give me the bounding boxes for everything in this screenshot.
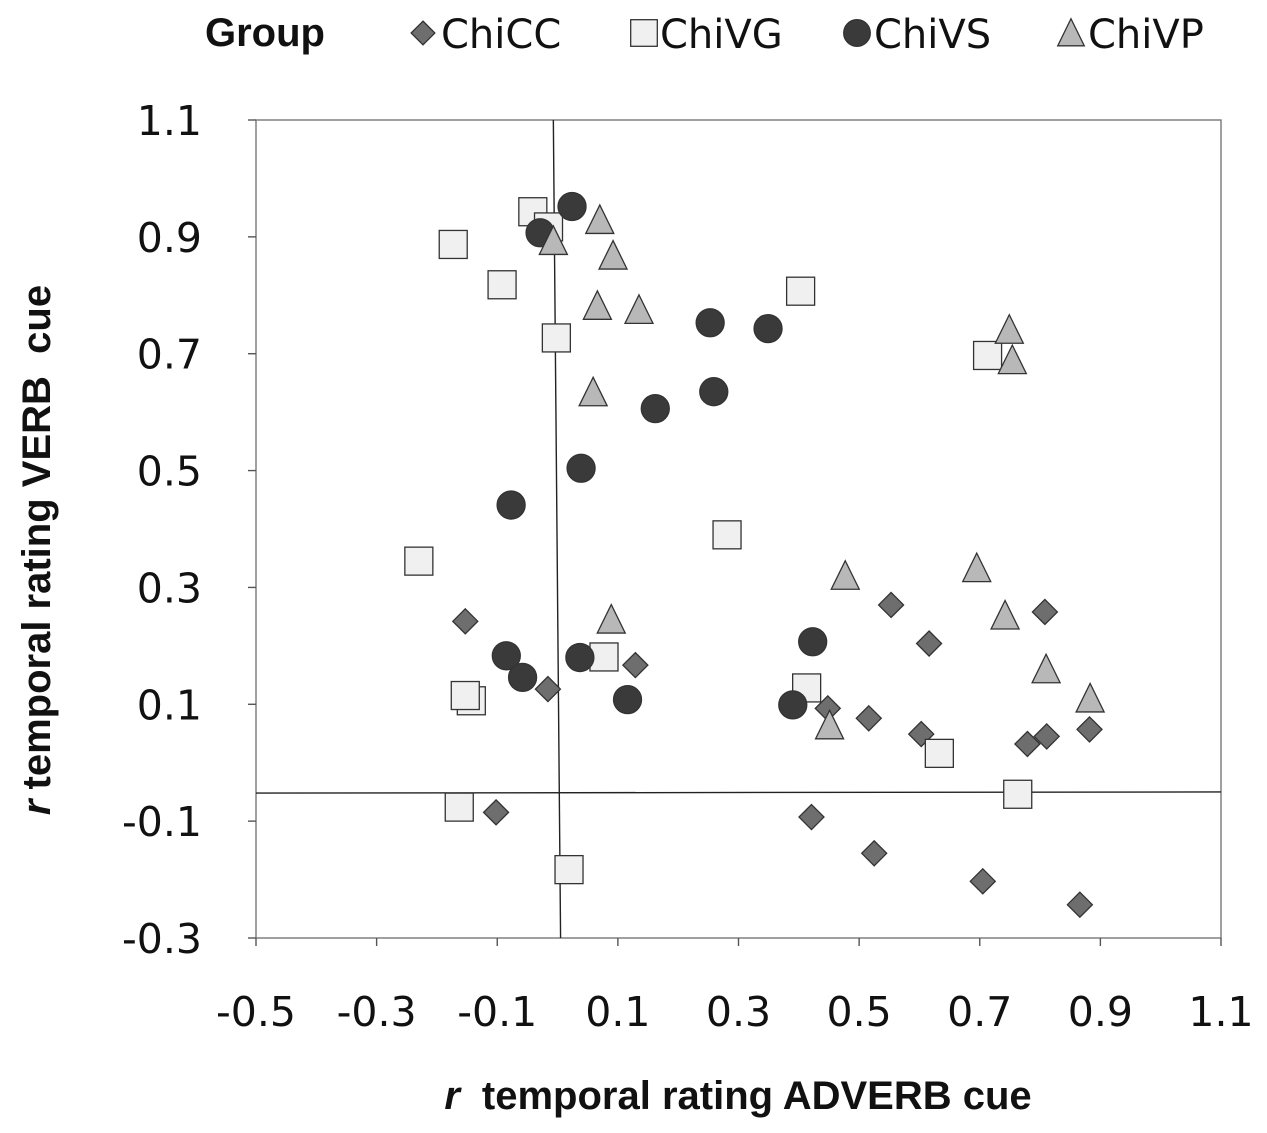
- point-chivg: [487, 270, 517, 300]
- point-chivg: [450, 680, 480, 711]
- point-chicc: [877, 591, 905, 619]
- y-tick-label: 0.5: [137, 448, 202, 496]
- legend-marker-chivp: [1056, 17, 1086, 47]
- y-axis: 1.1 0.9 0.7 0.5 0.3 0.1 -0.1 -0.3: [122, 97, 256, 963]
- point-chivg: [972, 340, 1003, 371]
- point-chivp: [1031, 652, 1062, 684]
- point-chicc: [1076, 715, 1103, 743]
- point-chivg: [712, 520, 742, 550]
- point-chicc: [621, 651, 649, 679]
- point-chivs: [496, 490, 526, 520]
- point-chivs: [699, 377, 729, 407]
- point-chivg: [541, 323, 572, 353]
- point-chivp: [1075, 681, 1106, 713]
- point-chivp: [994, 313, 1025, 344]
- x-tick-label: 0.9: [1068, 988, 1133, 1036]
- legend-title: Group: [205, 11, 325, 55]
- x-tick-label: 0.5: [827, 988, 892, 1036]
- x-tick-label: 0.3: [706, 988, 771, 1036]
- point-chicc: [1066, 891, 1094, 919]
- point-chivp: [538, 224, 569, 256]
- point-chivg: [554, 854, 584, 885]
- point-chivp: [578, 375, 609, 407]
- x-tick-label: -0.3: [337, 988, 417, 1036]
- point-chivg: [1003, 779, 1033, 809]
- y-tick-label: 0.3: [137, 564, 202, 612]
- point-chicc: [855, 704, 883, 732]
- x-tick-label: 1.1: [1188, 988, 1253, 1036]
- x-axis-title-italic: r: [444, 1074, 462, 1118]
- point-chicc: [1033, 723, 1061, 750]
- vertical-reference-line: [552, 119, 562, 939]
- x-tick-label: 0.1: [585, 988, 650, 1036]
- y-axis-title: r temporal rating VERB cue: [15, 285, 59, 815]
- point-chicc: [860, 839, 888, 867]
- point-chivs: [491, 641, 521, 671]
- legend-label-chivp: ChiVP: [1088, 12, 1204, 58]
- point-chicc: [798, 803, 825, 831]
- point-chicc: [534, 675, 562, 703]
- legend-label-chivs: ChiVS: [874, 12, 991, 58]
- point-chivg: [404, 546, 434, 576]
- point-chivg: [785, 276, 816, 306]
- y-tick-label: 0.1: [137, 681, 202, 729]
- point-chivs: [507, 662, 538, 693]
- point-chivp: [814, 708, 845, 740]
- point-chivs: [557, 191, 587, 222]
- y-axis-title-italic: r: [15, 797, 59, 815]
- point-chivg: [438, 229, 468, 260]
- legend-items: ChiCC ChiVG ChiVS ChiVP: [410, 12, 1204, 58]
- point-chivs: [778, 690, 808, 720]
- point-chivp: [961, 551, 992, 583]
- point-chivg: [589, 642, 619, 672]
- point-chivs: [565, 642, 595, 673]
- point-chivp: [990, 599, 1021, 630]
- y-tick-label: 0.7: [137, 331, 202, 379]
- point-chivs: [798, 627, 828, 657]
- y-tick-label: 0.9: [137, 214, 202, 262]
- y-tick-label: 1.1: [137, 97, 202, 145]
- point-chivg: [444, 792, 474, 822]
- y-axis-title-text: temporal rating VERB cue: [15, 285, 59, 790]
- x-axis-title-text: temporal rating ADVERB cue: [482, 1074, 1032, 1118]
- point-chivs: [753, 313, 783, 344]
- point-chivp: [596, 603, 627, 634]
- legend: Group ChiCC ChiVG ChiVS ChiVP: [205, 11, 1204, 58]
- y-tick-label: -0.1: [122, 798, 202, 846]
- legend-marker-chivs: [843, 19, 871, 47]
- point-chivs: [566, 453, 596, 483]
- legend-marker-chivg: [630, 19, 658, 47]
- point-chivs: [695, 308, 725, 338]
- point-chicc: [1013, 730, 1041, 758]
- point-chivp: [582, 289, 613, 320]
- x-axis-title: r temporal rating ADVERB cue: [444, 1074, 1031, 1118]
- x-tick-label: -0.5: [216, 988, 296, 1036]
- point-chivp: [598, 239, 629, 270]
- point-chivs: [640, 393, 670, 424]
- horizontal-reference-line: [255, 791, 1222, 794]
- point-chicc: [1031, 598, 1059, 626]
- point-chivp: [623, 293, 655, 325]
- x-axis: -0.5 -0.3 -0.1 0.1 0.3 0.5 0.7 0.9 1.1: [216, 938, 1254, 1036]
- data-points: [404, 191, 1106, 919]
- x-tick-label: -0.1: [457, 988, 537, 1036]
- legend-label-chicc: ChiCC: [441, 12, 561, 58]
- y-tick-label: -0.3: [122, 915, 202, 963]
- point-chicc: [482, 798, 510, 826]
- point-chivp: [830, 559, 861, 590]
- legend-marker-chicc: [410, 20, 436, 46]
- legend-label-chivg: ChiVG: [660, 12, 783, 58]
- point-chicc: [915, 630, 943, 657]
- point-chicc: [969, 867, 997, 895]
- x-tick-label: 0.7: [947, 988, 1012, 1036]
- point-chicc: [451, 607, 479, 635]
- point-chivs: [612, 684, 643, 715]
- point-chivp: [997, 343, 1028, 375]
- point-chivp: [584, 203, 615, 235]
- point-chivg: [924, 738, 954, 769]
